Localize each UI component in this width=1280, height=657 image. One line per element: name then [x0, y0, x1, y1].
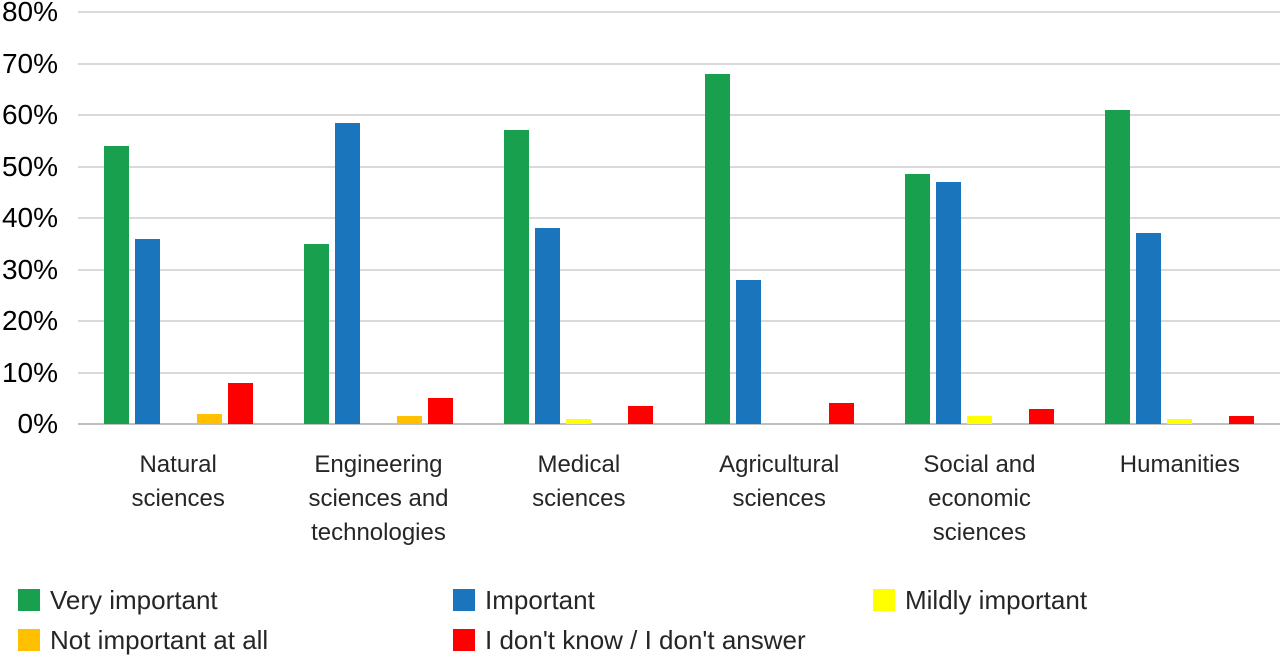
bar — [303, 243, 329, 424]
y-axis-tick-label: 80% — [1, 0, 58, 27]
bar — [1167, 418, 1193, 424]
y-axis-tick-label: 30% — [1, 253, 58, 285]
bar — [504, 130, 530, 424]
category-label: Humanities — [1119, 451, 1240, 478]
category-label: Natural sciences — [131, 451, 225, 512]
legend-swatch — [873, 589, 895, 611]
bar — [735, 279, 761, 424]
bar — [966, 416, 992, 424]
bar-group — [879, 12, 1079, 424]
plot-area: 0% 10% 20% 30% 40% 50% 60% 70% 80% — [1, 0, 1280, 439]
gridline — [78, 11, 1280, 13]
bar — [566, 418, 592, 424]
legend-swatch — [453, 589, 475, 611]
bar — [396, 416, 422, 424]
gridline — [78, 165, 1280, 168]
legend-label: Mildly important — [905, 584, 1088, 615]
gridline — [78, 114, 1280, 116]
legend-item: Important — [453, 584, 873, 616]
bar — [704, 73, 730, 424]
y-axis-tick-label: 10% — [1, 356, 58, 388]
category-label: Engineering sciences and technologies — [308, 451, 449, 546]
bar-group — [78, 12, 278, 424]
bar-group — [1080, 12, 1280, 424]
legend: Very important Important Mildly important N… — [18, 584, 1268, 656]
legend-swatch — [453, 629, 475, 651]
bar — [904, 174, 930, 424]
legend-item: Very important — [18, 584, 453, 616]
legend-item: Mildly important — [873, 584, 1268, 616]
y-axis-tick-label: 70% — [1, 47, 58, 79]
legend-item: I don't know / I don't answer — [453, 624, 873, 656]
legend-label: I don't know / I don't answer — [485, 624, 806, 655]
gridline — [78, 217, 1280, 219]
bar-group — [479, 12, 679, 424]
y-axis-tick-label: 20% — [1, 305, 58, 336]
gridline — [78, 320, 1280, 322]
bar — [535, 228, 561, 424]
y-axis-tick-label: 50% — [1, 150, 58, 182]
bar — [1136, 233, 1162, 424]
bar — [134, 238, 160, 424]
gridline — [78, 62, 1280, 65]
category-label: Medical sciences — [532, 451, 626, 512]
bar-group — [278, 12, 478, 424]
bar — [427, 398, 453, 424]
bar — [935, 181, 961, 424]
gridline — [78, 268, 1280, 271]
y-axis-tick-label: 0% — [17, 408, 58, 439]
legend-swatch — [18, 629, 40, 651]
bar — [1229, 416, 1255, 424]
legend-label: Not important at all — [50, 624, 269, 655]
y-axis-tick-label: 40% — [1, 202, 58, 233]
y-axis-tick-label: 60% — [1, 99, 58, 130]
legend-swatch — [18, 589, 40, 611]
bar-field — [78, 12, 1280, 424]
bar — [628, 406, 654, 424]
category-label: Social and economic sciences — [923, 451, 1036, 546]
bar — [334, 122, 360, 424]
x-axis-line — [78, 423, 1280, 425]
bar — [103, 145, 129, 424]
gridline — [78, 371, 1280, 374]
bar — [196, 413, 222, 424]
bar — [1105, 109, 1131, 424]
legend-label: Important — [485, 584, 595, 615]
bar — [828, 403, 854, 424]
legend-item: Not important at all — [18, 624, 453, 656]
category-label: Agricultural sciences — [719, 451, 840, 512]
bar-group — [679, 12, 879, 424]
bar — [1028, 408, 1054, 424]
bar — [227, 382, 253, 424]
x-axis-category-labels: Natural sciences Engineering sciences and… — [78, 448, 1280, 550]
legend-label: Very important — [50, 584, 218, 615]
